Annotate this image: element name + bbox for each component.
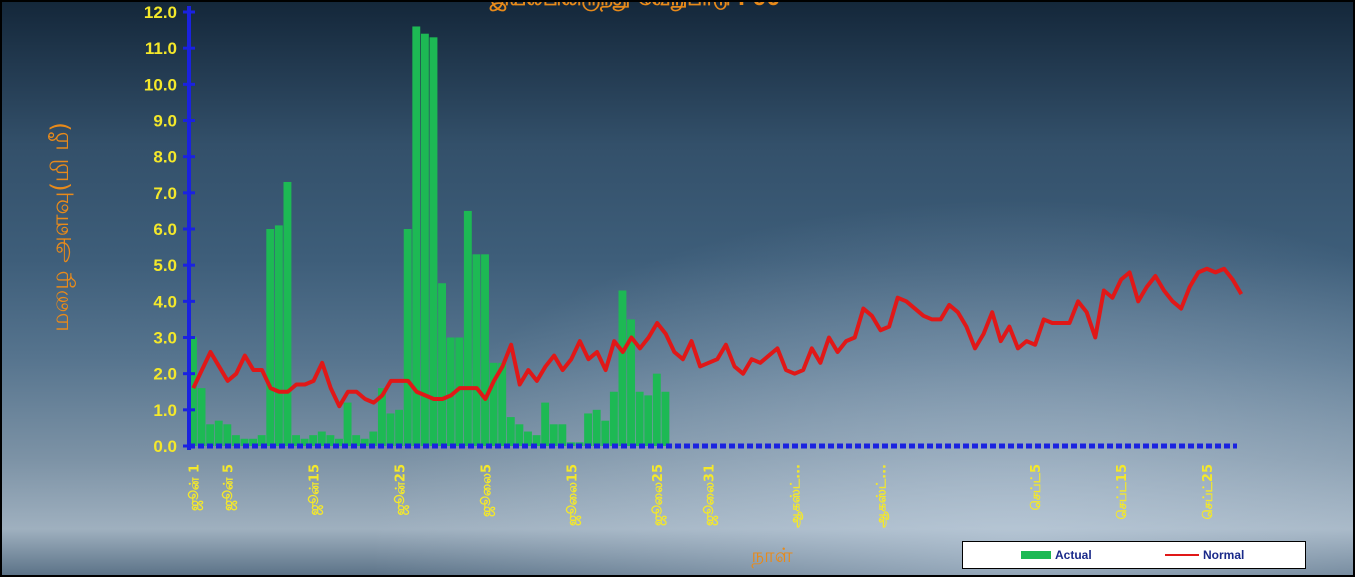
actual-bar [335, 438, 343, 446]
actual-bar [274, 225, 283, 446]
y-tick-label: 8.0 [153, 148, 177, 167]
actual-bar [584, 413, 593, 446]
x-tick-label: ஆகஸ்ட்... [789, 464, 804, 528]
actual-bar [369, 431, 378, 446]
actual-bar [214, 420, 223, 446]
actual-bar [644, 395, 653, 446]
legend-normal: Normal [1165, 548, 1244, 562]
actual-bar [532, 435, 541, 446]
x-axis: ஜூன் 1 ஜூன் 5 ஜூன்15 ஜூன்25 ஜூலை5 ஜூலை15 ஜூலை2… [187, 443, 1237, 528]
x-tick-label: ஜூன்25 [394, 464, 410, 515]
actual-bars [189, 26, 670, 447]
actual-bar [609, 391, 618, 446]
actual-bar [300, 438, 309, 446]
actual-bar [438, 283, 447, 446]
actual-bar [326, 435, 335, 446]
y-axis: 0.0 1.0 2.0 3.0 4.0 5.0 6.0 7.0 8.0 9.0 10.0 11.0 12… [144, 3, 195, 456]
actual-bar [498, 362, 507, 446]
actual-bar [558, 424, 567, 446]
actual-bar [197, 388, 206, 446]
actual-bar [283, 181, 292, 447]
actual-bar [627, 319, 635, 446]
actual-bar [317, 431, 326, 446]
actual-bar [515, 424, 524, 446]
y-tick-label: 7.0 [153, 184, 177, 203]
actual-bar [223, 424, 232, 446]
actual-bar [386, 413, 395, 446]
y-tick-label: 0.0 [153, 437, 177, 456]
actual-bar [189, 337, 197, 446]
x-tick-label: ஜூன்15 [308, 464, 324, 515]
x-tick-label: ஜூலை5 [479, 464, 495, 517]
actual-bar [249, 438, 258, 446]
legend-normal-label: Normal [1203, 548, 1245, 562]
x-tick-label: செப்ட்15 [1115, 464, 1130, 519]
y-tick-label: 11.0 [145, 39, 177, 58]
legend-actual-label: Actual [1055, 548, 1092, 562]
x-tick-label: ஜூன் 1 [187, 464, 203, 511]
actual-bar [231, 435, 240, 446]
actual-bar [661, 391, 670, 446]
actual-bar [541, 402, 550, 446]
actual-bar [360, 438, 369, 446]
actual-bar [506, 417, 515, 446]
x-tick-label: ஜூலை15 [565, 464, 581, 526]
x-tick-label: செப்ட்5 [1029, 464, 1044, 510]
actual-bar [592, 409, 601, 446]
actual-bar [472, 254, 481, 446]
y-tick-label: 6.0 [153, 220, 177, 239]
actual-bar [524, 431, 532, 446]
x-tick-label: ஜூலை25 [651, 464, 667, 526]
actual-bar [352, 435, 361, 446]
actual-bar [489, 362, 498, 446]
y-tick-label: 1.0 [153, 401, 177, 420]
actual-bar [455, 337, 464, 446]
actual-bar [463, 210, 472, 446]
y-tick-label: 5.0 [153, 256, 177, 275]
legend-normal-swatch [1165, 554, 1199, 556]
legend: Actual Normal [962, 541, 1306, 569]
x-tick-label: ஜூன் 5 [222, 464, 238, 511]
y-tick-label: 10.0 [144, 75, 177, 94]
actual-bar [446, 337, 455, 446]
y-tick-label: 9.0 [153, 112, 177, 131]
actual-bar [206, 424, 215, 446]
actual-bar [412, 26, 421, 446]
actual-bar [429, 37, 438, 446]
actual-bar [395, 409, 404, 446]
actual-bar [377, 388, 386, 446]
legend-actual: Actual [1021, 548, 1092, 562]
actual-bar [266, 229, 275, 446]
x-tick-label: செப்ட்25 [1201, 464, 1216, 519]
y-tick-label: 12.0 [144, 3, 177, 22]
actual-bar [309, 435, 318, 446]
x-tick-label: ஆகஸ்ட்... [875, 464, 890, 528]
legend-actual-swatch [1021, 551, 1051, 559]
y-tick-label: 4.0 [153, 292, 177, 311]
x-tick-label: ஜூலை31 [703, 464, 719, 526]
actual-bar [601, 420, 610, 446]
chart-title: இயல்பிலிருந்து வேறுபாடு : 00 [489, 2, 781, 12]
actual-bar [240, 438, 249, 446]
normal-line [191, 266, 1244, 409]
actual-bar [292, 435, 300, 446]
y-tick-label: 2.0 [153, 365, 177, 384]
actual-bar [481, 254, 489, 446]
y-tick-label: 3.0 [153, 329, 177, 348]
actual-bar [618, 290, 627, 446]
actual-bar [403, 229, 412, 446]
actual-bar [635, 391, 644, 446]
x-axis-label: நாள் [751, 543, 792, 568]
actual-bar [549, 424, 558, 446]
actual-bar [343, 402, 352, 446]
actual-bar [652, 373, 661, 446]
actual-bar [257, 435, 266, 446]
y-axis-label: மழை அளவு(மி மீ) [46, 122, 76, 332]
actual-bar [420, 33, 429, 446]
